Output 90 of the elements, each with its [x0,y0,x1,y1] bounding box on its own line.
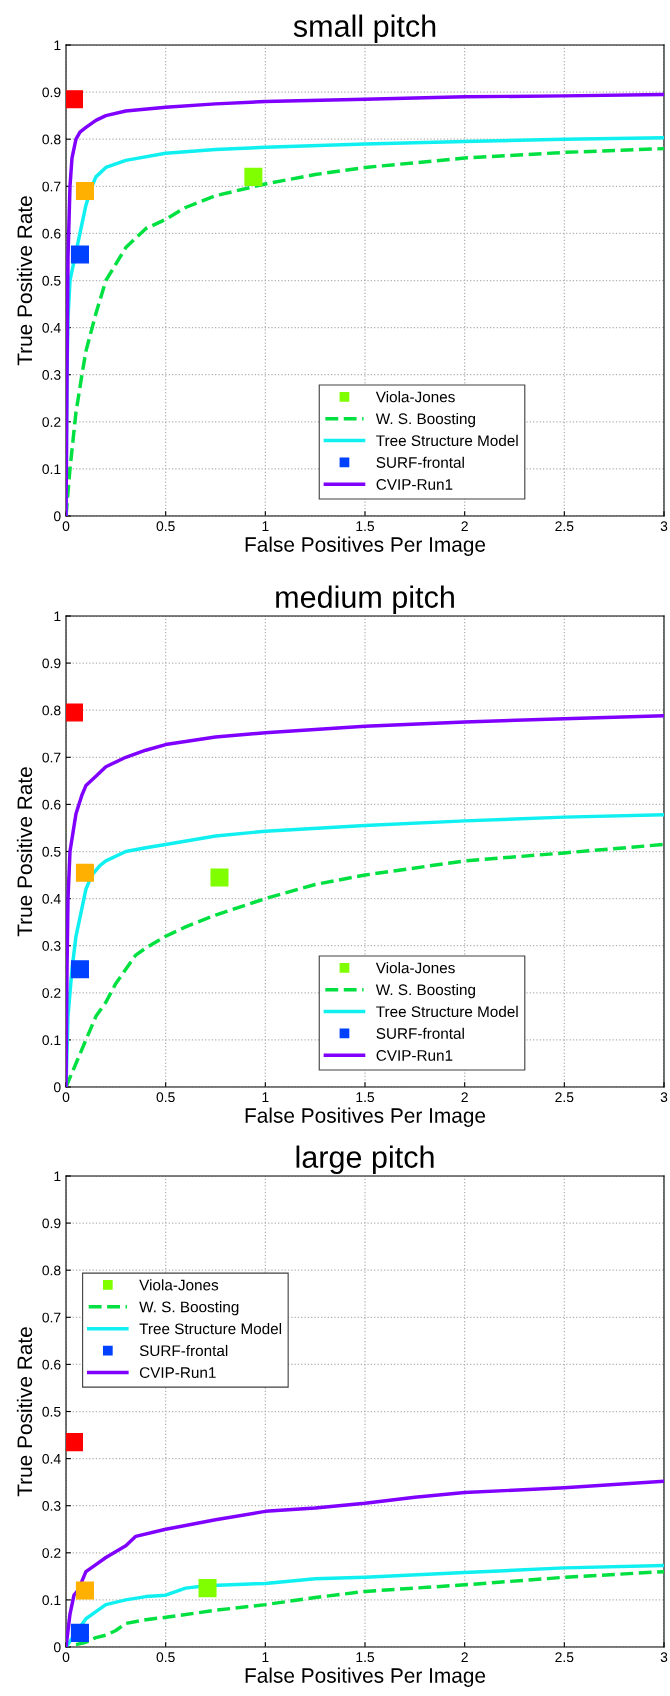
y-tick-label: 0.3 [42,1501,61,1511]
x-tick-label: 1 [262,1092,269,1102]
y-tick-label: 0.5 [42,1406,61,1417]
y-tick-label: 0.5 [42,846,61,857]
point [66,1433,84,1452]
y-tick-label: 0.6 [42,1359,61,1370]
y-tick-label: 0 [53,511,61,522]
y-tick-label: 0.5 [42,275,61,286]
point [66,90,84,109]
x-tick-label: 2 [461,1652,468,1662]
y-tick-label: 0.7 [42,752,61,763]
point [70,245,89,264]
legend-label: Tree Structure Model [376,1005,518,1018]
x-axis-title: False Positives Per Image [245,1107,486,1128]
x-tick-label: 0 [62,521,70,532]
point [75,181,94,201]
point [66,703,84,722]
y-tick-label: 0.9 [42,658,61,669]
x-tick-label: 2.5 [555,521,574,532]
chart-title: large pitch [296,1145,434,1175]
x-tick-label: 1.5 [356,521,375,532]
x-tick-label: 1 [262,521,269,531]
x-tick-label: 0.5 [156,1092,175,1103]
legend-label: SURF-frontal [139,1344,228,1357]
x-axis-title: False Positives Per Image [245,1667,486,1688]
y-axis-title: True Positive Rate [16,196,33,366]
legend-label: SURF-frontal [376,456,464,468]
legend-label: CVIP-Run1 [376,1049,453,1061]
y-tick-label: 0.6 [42,228,61,239]
x-axis-title: False Positives Per Image [245,536,486,557]
y-tick-label: 0.1 [42,1595,61,1606]
chart-title: medium pitch [276,585,454,615]
y-tick-label: 0.8 [42,134,61,145]
y-tick-label: 0.7 [42,181,61,192]
x-tick-label: 2 [461,521,468,531]
point [210,868,229,887]
x-tick-label: 3 [660,521,668,532]
chart-title: small pitch [293,14,436,44]
y-tick-label: 0.3 [42,370,61,380]
y-tick-label: 0.2 [42,1548,61,1558]
legend-label: Viola-Jones [139,1279,219,1291]
y-tick-label: 0.4 [42,1453,61,1464]
point [70,960,89,979]
y-tick-label: 0.3 [42,941,61,951]
x-tick-label: 0.5 [156,1652,175,1663]
y-tick-label: 0.9 [42,1218,61,1229]
y-tick-label: 0.2 [42,417,61,427]
legend-label: Viola-Jones [375,962,455,974]
legend-label: SURF-frontal [376,1027,464,1039]
x-tick-label: 1.5 [356,1092,375,1103]
point [75,1581,94,1600]
point [244,167,263,186]
y-tick-label: 1 [54,1171,61,1182]
y-tick-label: 0.4 [42,893,61,904]
y-tick-label: 1 [54,40,61,51]
x-tick-label: 2.5 [555,1092,574,1103]
x-tick-label: 2 [461,1092,468,1102]
x-tick-label: 1.5 [356,1652,375,1663]
legend-label: W. S. Boosting [139,1301,239,1316]
x-tick-label: 3 [660,1652,668,1663]
y-tick-label: 0.7 [42,1312,61,1323]
legend-label: W. S. Boosting [375,412,475,428]
y-tick-label: 0.9 [42,87,61,98]
legend-label: CVIP-Run1 [139,1367,216,1378]
legend-label: Tree Structure Model [139,1323,282,1335]
y-axis-title: True Positive Rate [16,767,33,937]
y-axis-title: True Positive Rate [16,1327,33,1497]
legend-label: Viola-Jones [375,391,455,403]
x-tick-label: 1 [262,1652,269,1662]
y-tick-label: 0.8 [42,705,61,716]
y-tick-label: 0.1 [42,464,61,475]
x-tick-label: 3 [660,1092,668,1103]
point [198,1579,217,1598]
x-tick-label: 2.5 [555,1652,574,1663]
legend-label: Tree Structure Model [376,434,518,447]
y-tick-label: 0.2 [42,988,61,998]
y-tick-label: 0.6 [42,799,61,810]
y-tick-label: 0 [53,1642,61,1653]
y-tick-label: 0.4 [42,322,61,333]
y-tick-label: 0 [53,1082,61,1093]
x-tick-label: 0.5 [156,521,175,532]
y-tick-label: 1 [54,611,61,622]
x-tick-label: 0 [62,1092,70,1103]
x-tick-label: 0 [62,1652,70,1663]
y-tick-label: 0.1 [42,1035,61,1046]
point [70,1623,89,1642]
legend-label: CVIP-Run1 [376,478,453,490]
legend-label: W. S. Boosting [375,983,475,999]
point [75,863,94,882]
y-tick-label: 0.8 [42,1265,61,1276]
